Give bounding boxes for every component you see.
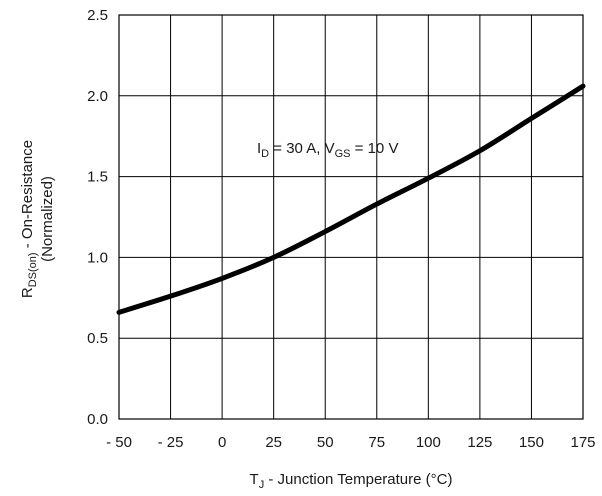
x-tick-label: 50	[317, 434, 334, 451]
x-tick-label: 150	[519, 434, 544, 451]
y-axis-title-line2: (Normalized)	[39, 176, 56, 262]
series-layer	[116, 83, 586, 315]
x-axis-title: TJ - Junction Temperature (°C)	[250, 471, 453, 491]
x-tick-labels: - 50 - 25 0 25 50 75 100 125 150 175	[106, 434, 595, 451]
series-line-0	[116, 83, 586, 315]
x-tick-label: 25	[265, 434, 282, 451]
y-axis-title-line1: RDS(on) - On-Resistance	[19, 140, 39, 298]
plot-frame	[118, 14, 584, 420]
x-tick-label: 125	[467, 434, 492, 451]
y-tick-label: 2.5	[87, 7, 108, 24]
x-tick-label: 100	[416, 434, 441, 451]
x-tick-label: 175	[570, 434, 595, 451]
y-tick-label: 0.0	[87, 411, 108, 428]
y-tick-label: 1.0	[87, 249, 108, 266]
curve-annotation: ID = 30 A, VGS = 10 V	[257, 140, 398, 160]
y-tick-label: 2.0	[87, 88, 108, 105]
x-tick-label: 75	[368, 434, 385, 451]
y-tick-labels: 0.0 0.5 1.0 1.5 2.0 2.5	[87, 7, 108, 428]
x-tick-label: 0	[218, 434, 226, 451]
x-tick-label: - 25	[158, 434, 184, 451]
y-tick-label: 0.5	[87, 330, 108, 347]
x-tick-label: - 50	[106, 434, 132, 451]
y-tick-label: 1.5	[87, 169, 108, 186]
